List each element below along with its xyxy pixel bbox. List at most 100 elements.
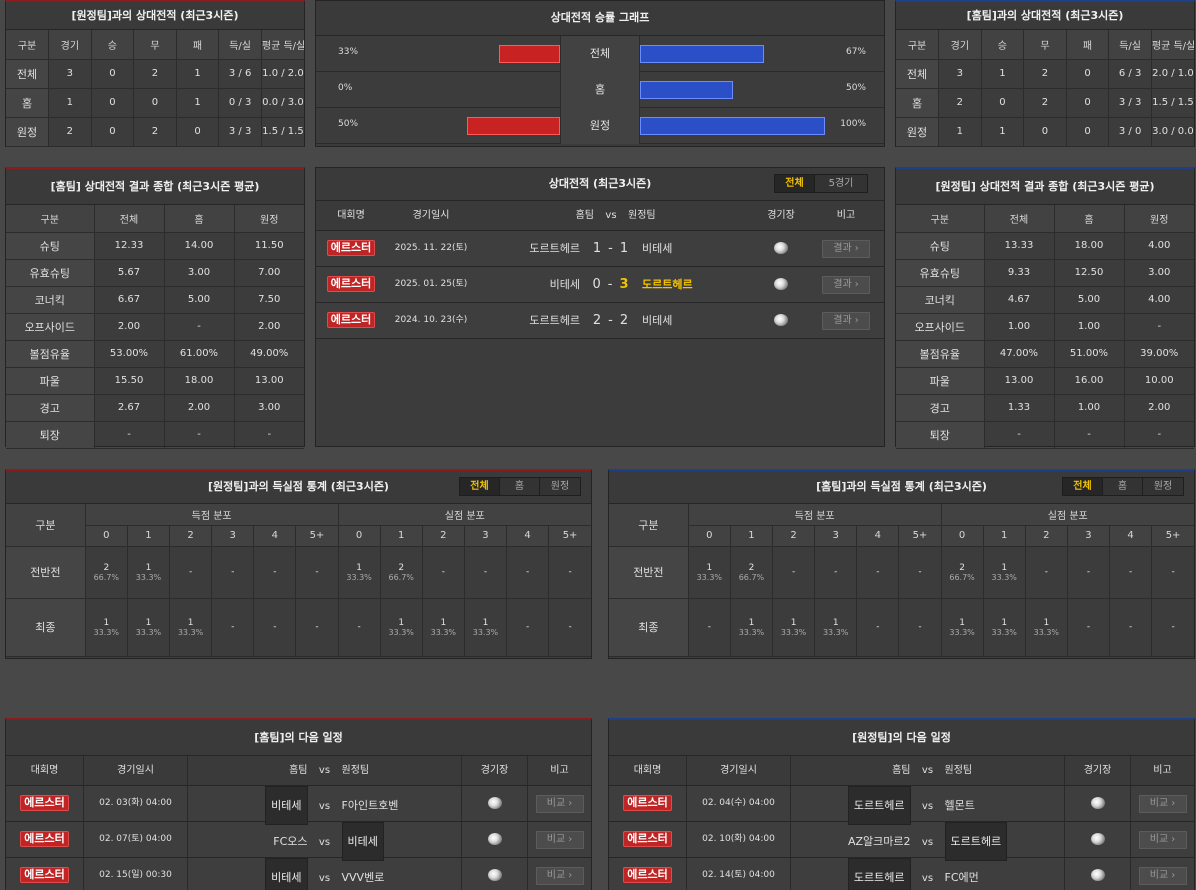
dist-cell: 2 66.7% [730,546,774,599]
home-team[interactable]: FC오스 [273,835,308,848]
matches-title: 상대전적 (최근3시즌) [548,177,652,190]
away-team-wrap: 도르트헤르 [944,822,1063,861]
result-button[interactable]: 결과 › [822,240,870,258]
home-team[interactable]: 도르트헤르 [529,242,580,255]
row-label-header: 구분 [609,504,689,547]
away-team[interactable]: 비테세 [341,822,384,861]
bucket-header: 1 [380,525,423,547]
away-team[interactable]: 비테세 [642,314,673,327]
tab-away[interactable]: 원정 [550,481,570,492]
league-badge[interactable]: 에르스터 [20,795,69,811]
percent: 33.3% [135,572,162,582]
dist-cell: - [464,546,508,599]
goals-away-table: 구분 득점 분포 실점 분포 0 1 2 3 4 5+ 0 1 2 3 4 5+ 전반전 2 66.7% 1 33.3… [6,504,591,657]
dist-cell: - [856,546,900,599]
schedule-row: 에르스터 02. 04(수) 04:00 도르트헤르 vs 헬몬트 비교 › [609,786,1194,825]
vs-label: vs [921,801,934,812]
right-bar [640,45,764,63]
result-button[interactable]: 결과 › [822,276,870,294]
dist-cell: 1 33.3% [464,598,508,657]
table-cell: 2 [133,59,177,89]
tab-all[interactable]: 전체 [775,175,815,192]
goals-home-table: 구분 득점 분포 실점 분포 0 1 2 3 4 5+ 0 1 2 3 4 5+ 전반전 1 33.3% 2 66.7… [609,504,1194,657]
table-cell: 1 [981,117,1025,147]
tab-all[interactable]: 전체 [460,478,500,495]
home-team[interactable]: 비테세 [549,278,580,291]
chevron-right-icon: › [1171,834,1176,845]
dist-cell: - [253,598,297,657]
row-label: 오프사이드 [6,313,95,341]
count: - [876,567,880,577]
bucket-header: 3 [814,525,858,547]
league-cell: 에르스터 [316,303,386,338]
ball-icon[interactable] [774,242,788,254]
result-button[interactable]: 결과 › [822,312,870,330]
home-team[interactable]: 비테세 [265,858,308,890]
home-team[interactable]: AZ알크마르2 [847,835,911,848]
dist-cell: 1 33.3% [127,546,171,599]
count: 1 [1001,617,1008,628]
tab-home[interactable]: 홈 [500,478,540,495]
table-cell: 1.33 [984,394,1055,422]
league-badge[interactable]: 에르스터 [623,867,672,883]
ball-icon[interactable] [774,278,788,290]
away-team[interactable]: FC에먼 [944,871,979,884]
schedule-row: 에르스터 02. 07(토) 04:00 FC오스 vs 비테세 비교 › [6,822,591,861]
home-team[interactable]: 도르트헤르 [847,858,911,890]
table-cell: 3 / 6 [218,59,262,89]
match-date: 2025. 11. 22(토) [394,243,468,253]
ball-icon[interactable] [1090,833,1105,845]
ball-icon[interactable] [487,833,502,845]
match-teams: 도르트헤르 2-2 비테세 [476,303,746,338]
league-badge[interactable]: 에르스터 [326,312,376,328]
compare-button[interactable]: 비교 › [535,867,584,885]
league-badge[interactable]: 에르스터 [623,795,672,811]
vs-label: vs [318,873,331,884]
table-cell: 14.00 [164,232,235,260]
league-badge[interactable]: 에르스터 [623,831,672,847]
ball-icon[interactable] [487,869,502,881]
compare-button[interactable]: 비교 › [535,795,584,813]
count: - [1171,567,1175,577]
away-team[interactable]: 도르트헤르 [944,822,1008,861]
away-team[interactable]: 비테세 [642,242,673,255]
ball-icon[interactable] [774,314,788,326]
dist-cell: 1 33.3% [422,598,465,657]
ball-icon[interactable] [487,797,502,809]
compare-button[interactable]: 비교 › [1138,795,1187,813]
ball-icon[interactable] [1090,797,1105,809]
ball-icon[interactable] [1090,869,1105,881]
league-badge[interactable]: 에르스터 [20,831,69,847]
league-badge[interactable]: 에르스터 [326,240,376,256]
compare-button[interactable]: 비교 › [1138,831,1187,849]
compare-button[interactable]: 비교 › [1138,867,1187,885]
compare-button[interactable]: 비교 › [535,831,584,849]
count: - [315,622,319,632]
home-team[interactable]: 도르트헤르 [529,314,580,327]
row-label-header: 구분 [6,504,86,547]
tab-5games[interactable]: 5경기 [828,178,854,189]
league-badge[interactable]: 에르스터 [20,867,69,883]
league-badge[interactable]: 에르스터 [326,276,376,292]
tab-away[interactable]: 원정 [1153,481,1173,492]
tab-home[interactable]: 홈 [1103,478,1143,495]
dist-cell: - [422,546,465,599]
table-cell: 4.00 [1124,232,1194,260]
column-header: 전체 [94,205,165,233]
count: - [315,567,319,577]
away-team[interactable]: VVV벤로 [341,871,385,884]
percent: 33.3% [93,627,120,637]
chevron-right-icon: › [854,279,859,290]
column-header: 득/실 [218,30,262,60]
table-row: 코너킥 4.67 5.00 4.00 [896,286,1194,314]
tab-all[interactable]: 전체 [1063,478,1103,495]
away-team[interactable]: 도르트헤르 [642,278,693,291]
home-team[interactable]: 도르트헤르 [847,786,911,825]
table-cell: 0 [176,117,220,147]
away-team[interactable]: F아인트호벤 [341,799,399,812]
match-date: 02. 04(수) 04:00 [687,786,791,821]
table-cell: 0 [1023,117,1067,147]
home-team[interactable]: 비테세 [265,786,308,825]
away-team[interactable]: 헬몬트 [944,799,975,812]
